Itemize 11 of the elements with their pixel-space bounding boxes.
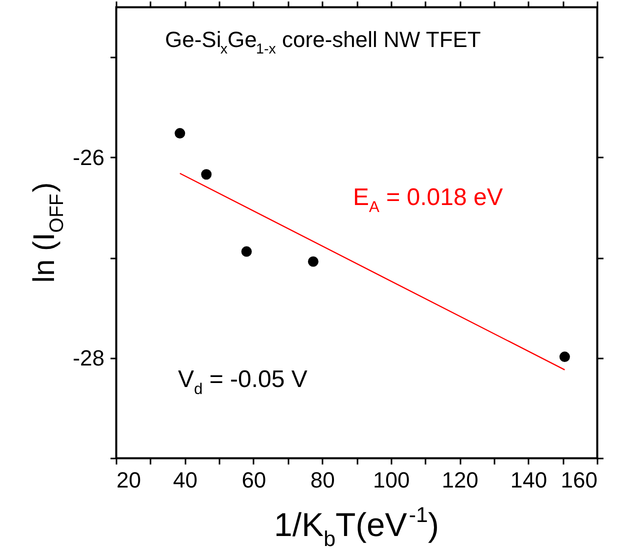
x-tick-label: 60 [242,468,266,492]
x-tick-label: 80 [310,468,335,492]
x-tick-label: 160 [560,468,598,492]
x-tick-label: 100 [373,468,410,492]
y-tick-label: -28 [72,345,104,370]
y-tick-label: -26 [72,144,104,170]
x-tick-label: 40 [172,468,198,492]
y-axis-title: ln (IOFF) [28,182,68,283]
x-tick-label: 140 [510,468,548,492]
x-tick-label: 120 [442,468,478,492]
x-tick-label: 20 [116,468,141,492]
